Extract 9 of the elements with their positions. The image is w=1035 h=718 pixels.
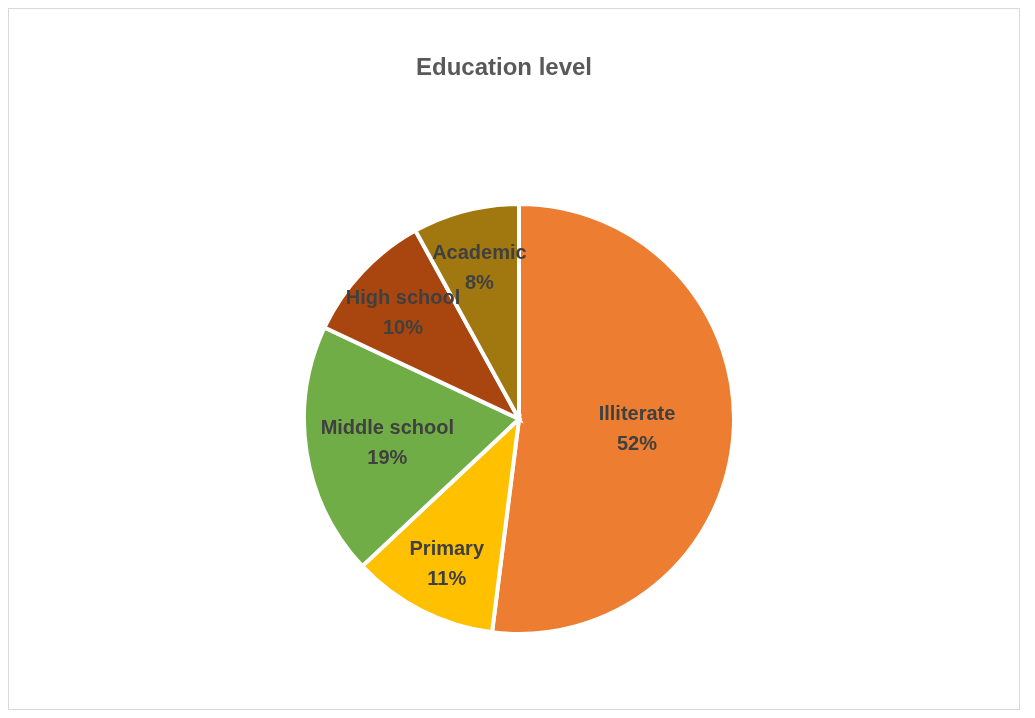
- slice-label: Primary: [409, 536, 485, 559]
- data-label: 8%: [464, 270, 495, 293]
- chart-title: Education level: [414, 53, 594, 81]
- data-label: 52%: [617, 432, 658, 455]
- slice-label: Middle school: [320, 415, 455, 438]
- data-label: 19%: [367, 445, 408, 468]
- slice-label: Illiterate: [598, 402, 676, 425]
- data-label: 11%: [427, 566, 467, 589]
- data-label: 10%: [383, 316, 424, 339]
